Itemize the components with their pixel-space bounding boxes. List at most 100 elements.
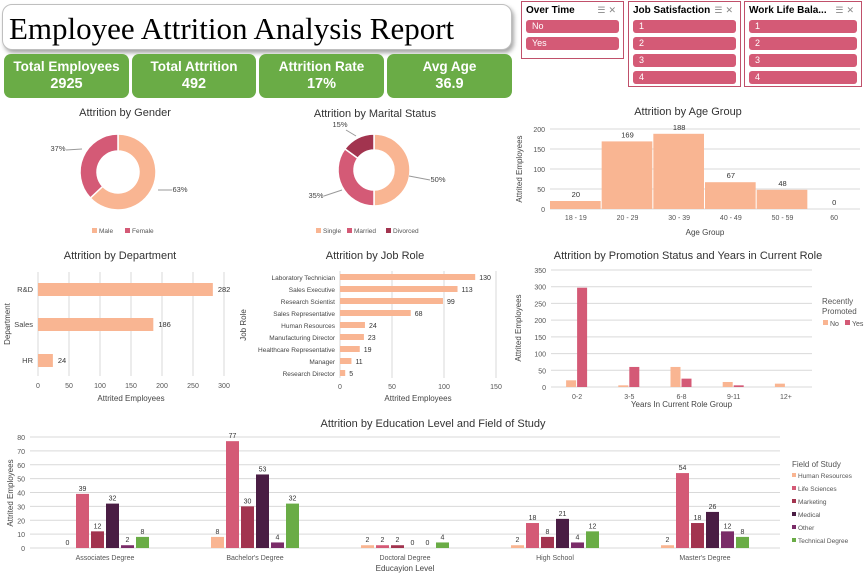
data-label: 113 [462,287,473,294]
bar-jobrole-4 [340,322,365,328]
kpi-value: 17% [306,76,337,92]
bar-department-1 [38,318,154,331]
legend-swatch [792,486,796,490]
data-label: 15% [332,120,347,129]
data-label: 0 [66,540,70,547]
data-label: 18 [694,515,702,522]
slicer-item[interactable]: 2 [633,37,736,50]
clear-filter-icon[interactable]: ✕ [608,5,619,15]
bar-promotion-no [774,383,785,387]
bar-education-1 [676,473,689,548]
data-label: 8 [741,529,745,536]
clear-filter-icon[interactable]: ✕ [725,5,736,15]
legend-label: No [830,321,839,328]
data-label: 67 [727,171,735,180]
donut-slice-female [79,133,119,200]
slicer-item[interactable]: 4 [633,71,736,84]
slicer-work-life-balance[interactable]: Work Life Bala... ☰✕ 1 2 3 4 [744,1,862,87]
y-tick-label: 30 [17,504,25,511]
data-label: 24 [369,323,377,330]
bar-education-2 [541,536,554,548]
donut-slice-male [89,133,157,211]
legend-swatch [92,228,97,233]
slicer-item[interactable]: 3 [749,54,857,67]
data-label: 39 [79,486,87,493]
bar-jobrole-0 [340,274,476,280]
y-tick-label: 80 [17,435,25,442]
data-label: 37% [50,144,65,153]
chart-title-department: Attrition by Department [63,250,177,262]
bar-promotion-no [566,380,577,387]
slicer-item[interactable]: 4 [749,71,857,84]
slicer-item[interactable]: 1 [633,20,736,33]
slicer-item[interactable]: 2 [749,37,857,50]
y-tick-label: 200 [533,127,545,134]
bar-education-1 [76,493,89,548]
legend-label: Human Resources [798,473,853,480]
data-label: 8 [546,529,550,536]
chart-title-promotion: Attrition by Promotion Status and Years … [553,250,823,262]
slicer-item[interactable]: No [526,20,619,33]
slicer-title: Over Time [526,5,575,16]
data-label: 23 [368,335,376,342]
y-tick-label: 50 [538,368,546,375]
bar-promotion-no [722,381,733,387]
y-tick-label: 60 [17,463,25,470]
slicer-item[interactable]: 1 [749,20,857,33]
legend-swatch [792,499,796,503]
x-axis-label: Attrited Employees [97,394,164,403]
legend-label: Married [354,228,376,235]
y-axis-label: Attrited Employees [515,135,524,202]
y-tick-label: 250 [534,301,546,308]
slicer-over-time[interactable]: Over Time ☰✕ No Yes [521,1,624,59]
bar-age-0 [550,201,601,209]
bar-education-0 [661,545,674,548]
report-title: Employee Attrition Analysis Report [9,11,455,46]
bar-education-5 [136,536,149,548]
slicer-item[interactable]: 3 [633,54,736,67]
multi-select-icon[interactable]: ☰ [714,5,726,15]
y-axis-label: Attrited Employees [514,294,523,361]
y-axis-label: Job Role [239,309,248,341]
slicer-item[interactable]: Yes [526,37,619,50]
data-label: 26 [709,504,717,511]
legend-swatch [792,538,796,542]
kpi-value: 36.9 [435,76,464,92]
bar-promotion-yes [681,378,692,387]
chart-title-age: Attrition by Age Group [634,106,742,118]
y-tick-label: 70 [17,449,25,456]
data-label: 18 [529,515,537,522]
kpi-avg-age: Avg Age 36.9 [387,54,512,98]
data-label: 8 [216,529,220,536]
multi-select-icon[interactable]: ☰ [835,5,847,15]
legend-swatch [792,512,796,516]
bar-age-1 [601,141,653,209]
x-tick-label: 0 [338,384,342,391]
chart-title-gender: Attrition by Gender [79,107,171,119]
data-label: 12 [724,523,732,530]
legend-label: Single [323,228,341,235]
kpi-total-attrition: Total Attrition 492 [132,54,256,98]
data-label: 4 [276,534,280,541]
slicer-job-satisfaction[interactable]: Job Satisfaction ☰✕ 1 2 3 4 [628,1,741,87]
leader-line [408,175,431,181]
report-title-box: Employee Attrition Analysis Report [2,4,512,50]
leader-line [323,189,343,197]
x-tick-label: 50 - 59 [772,215,794,222]
bar-jobrole-2 [340,298,443,304]
y-tick-label: 100 [533,167,545,174]
leader-line [345,129,357,137]
legend-label: Marketing [798,499,827,506]
clear-filter-icon[interactable]: ✕ [846,5,857,15]
x-tick-label: 150 [490,384,502,391]
bar-education-5 [436,542,449,548]
bar-department-2 [38,354,53,367]
multi-select-icon[interactable]: ☰ [597,5,609,15]
kpi-label: Total Attrition [150,59,238,74]
legend-swatch [386,228,391,233]
x-axis-label: Attrited Employees [384,394,451,403]
data-label: 2 [396,537,400,544]
y-tick-label: 350 [534,268,546,275]
legend-label: Yes [852,321,864,328]
